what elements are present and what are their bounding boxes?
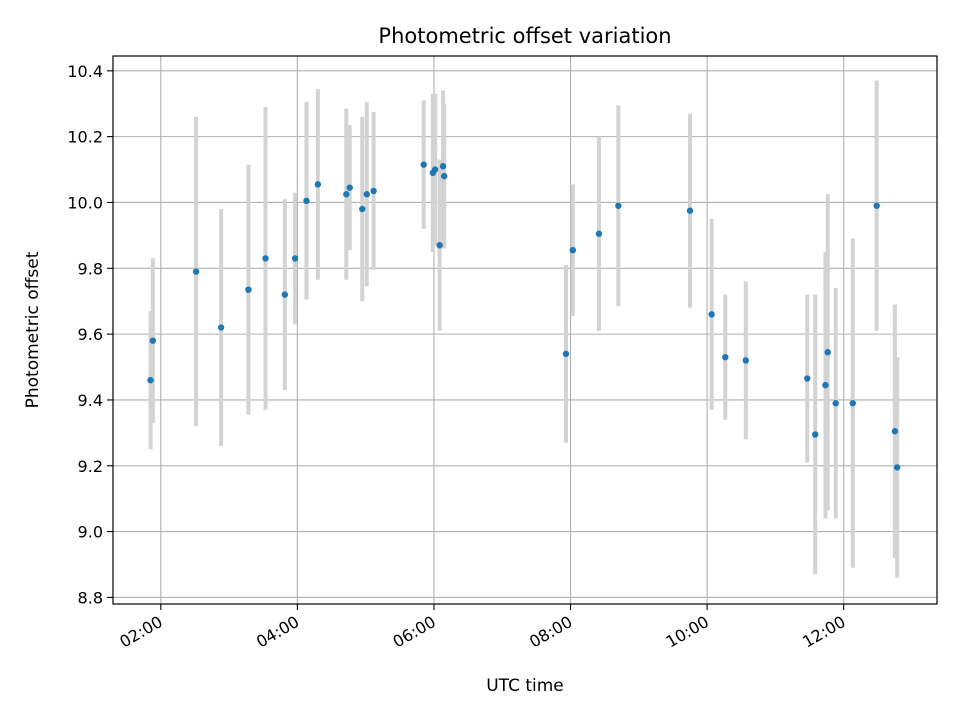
data-point [595,230,603,237]
data-point [149,337,157,344]
y-tick-label: 9.4 [78,391,103,410]
y-tick-label: 9.2 [78,457,103,476]
chart-title: Photometric offset variation [378,24,671,48]
x-axis-title: UTC time [486,676,564,696]
y-tick-label: 10.0 [67,193,103,212]
y-tick-label: 9.0 [78,523,103,542]
data-point [822,381,829,389]
y-tick-label: 10.4 [67,62,103,81]
data-point [891,428,899,435]
data-point [722,353,729,361]
data-point [281,291,289,298]
y-tick-label: 10.2 [67,128,103,147]
data-point [436,242,443,249]
data-point [824,349,831,356]
data-point [147,376,154,384]
data-point [804,375,811,382]
data-points [147,161,901,471]
data-point [363,191,371,198]
y-tick-label: 9.8 [78,259,103,278]
data-point [359,205,366,213]
data-point [420,161,427,168]
data-point [192,268,200,275]
data-point [262,255,269,262]
data-point [291,255,299,262]
data-point [742,357,749,364]
data-point [431,166,439,173]
y-axis-title: Photometric offset [23,251,43,408]
data-point [245,286,252,293]
y-tick-label: 8.8 [78,588,103,607]
data-point [439,163,447,170]
data-point [893,464,901,471]
data-point [812,431,819,438]
y-tick-label: 9.6 [78,325,103,344]
data-point [217,324,225,331]
data-point [440,172,448,180]
data-point [343,191,350,198]
data-point [873,202,880,209]
data-point [708,311,715,318]
data-point [686,207,694,214]
data-point [346,184,353,191]
data-point [303,197,310,205]
y-axis: 8.8 9.0 9.2 9.4 9.6 9.8 10.0 10.2 10.4 [67,62,113,607]
data-point [849,400,856,407]
data-point [562,350,570,358]
data-point [314,181,322,188]
data-point [569,246,577,254]
data-point [370,187,377,195]
data-point [615,202,622,209]
data-point [832,400,839,407]
plot-frame [112,55,938,605]
